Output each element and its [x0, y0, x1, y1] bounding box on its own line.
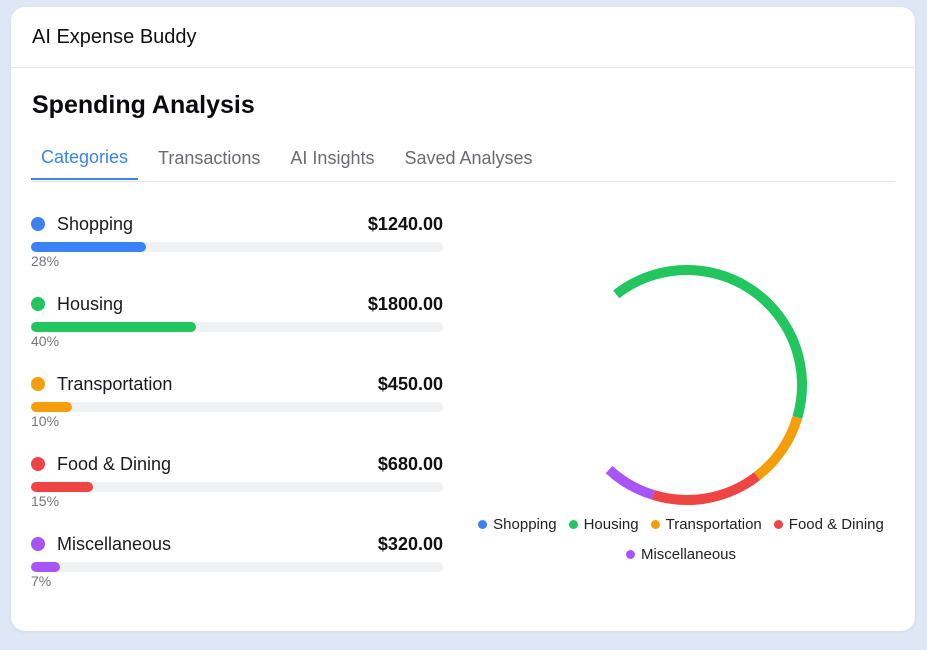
chart-legend: Shopping Housing Transportation Food & D… — [461, 515, 901, 563]
category-amount: $680.00 — [377, 453, 443, 474]
category-name: Shopping — [57, 213, 134, 234]
donut-slice-miscellaneous[interactable] — [547, 245, 827, 525]
donut-slice-housing[interactable] — [547, 245, 827, 525]
category-progress-track — [31, 562, 443, 572]
category-percent: 10% — [31, 413, 60, 429]
donut-slice-shopping[interactable] — [547, 245, 827, 525]
tab-categories[interactable]: Categories — [31, 137, 139, 180]
tab-ai-insights[interactable]: AI Insights — [290, 148, 375, 168]
legend-color-dot — [650, 519, 660, 529]
legend-label: Food & Dining — [788, 515, 884, 533]
category-progress-fill — [31, 322, 196, 332]
category-percent: 28% — [31, 253, 60, 269]
category-progress-fill — [31, 242, 147, 252]
category-color-dot — [31, 297, 45, 311]
legend-item-transportation[interactable]: Transportation — [650, 515, 762, 533]
category-progress-fill — [31, 482, 93, 492]
tab-saved-analyses[interactable]: Saved Analyses — [404, 148, 533, 168]
category-progress-track — [31, 322, 443, 332]
category-amount: $320.00 — [377, 533, 443, 554]
legend-color-dot — [773, 519, 783, 529]
legend-color-dot — [478, 519, 488, 529]
category-item-food-dining: Food & Dining $680.00 15% — [31, 451, 443, 531]
legend-item-food-dining[interactable]: Food & Dining — [773, 515, 884, 533]
legend-label: Transportation — [665, 515, 762, 533]
tab-bar: Categories Transactions AI Insights Save… — [31, 137, 895, 182]
legend-item-shopping[interactable]: Shopping — [478, 515, 557, 533]
category-percent: 7% — [31, 573, 52, 589]
spending-donut-chart — [547, 245, 827, 525]
tab-transactions[interactable]: Transactions — [158, 148, 261, 168]
category-color-dot — [31, 217, 45, 231]
category-color-dot — [31, 537, 45, 551]
category-name: Housing — [57, 293, 124, 314]
category-progress-fill — [31, 562, 60, 572]
category-name: Miscellaneous — [57, 533, 172, 554]
donut-slice-transportation[interactable] — [547, 245, 827, 525]
category-item-shopping: Shopping $1240.00 28% — [31, 211, 443, 291]
category-color-dot — [31, 377, 45, 391]
legend-label: Shopping — [493, 515, 557, 533]
legend-item-housing[interactable]: Housing — [568, 515, 639, 533]
category-percent: 15% — [31, 493, 60, 509]
category-progress-track — [31, 482, 443, 492]
app-header: AI Expense Buddy — [11, 7, 915, 68]
category-percent: 40% — [31, 333, 60, 349]
app-title: AI Expense Buddy — [32, 25, 197, 48]
category-item-miscellaneous: Miscellaneous $320.00 7% — [31, 531, 443, 611]
category-progress-track — [31, 242, 443, 252]
category-progress-fill — [31, 402, 73, 412]
category-item-transportation: Transportation $450.00 10% — [31, 371, 443, 451]
expense-card: AI Expense Buddy Spending Analysis Categ… — [11, 7, 915, 631]
category-progress-track — [31, 402, 443, 412]
legend-item-miscellaneous[interactable]: Miscellaneous — [625, 545, 737, 563]
category-amount: $1800.00 — [367, 293, 443, 314]
category-list: Shopping $1240.00 28% Housing $1800.00 4… — [31, 211, 443, 611]
donut-svg — [547, 245, 827, 525]
legend-color-dot — [568, 519, 578, 529]
legend-label: Housing — [583, 515, 639, 533]
legend-label: Miscellaneous — [640, 545, 737, 563]
category-name: Food & Dining — [57, 453, 172, 474]
category-item-housing: Housing $1800.00 40% — [31, 291, 443, 371]
page-title: Spending Analysis — [32, 91, 255, 119]
category-amount: $1240.00 — [367, 213, 443, 234]
category-name: Transportation — [57, 373, 173, 394]
category-color-dot — [31, 457, 45, 471]
donut-slice-food-dining[interactable] — [547, 245, 827, 525]
legend-color-dot — [625, 549, 635, 559]
category-amount: $450.00 — [377, 373, 443, 394]
